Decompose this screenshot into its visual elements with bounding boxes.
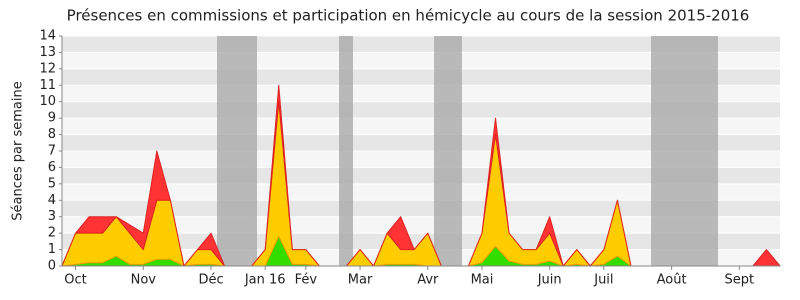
y-tick-label: 9 (48, 111, 56, 126)
recess-bands (217, 36, 718, 266)
x-tick-label: Déc (198, 273, 223, 288)
y-tick-label: 0 (48, 259, 56, 274)
y-tick-label: 7 (48, 144, 56, 159)
recess-band (651, 36, 718, 266)
recess-band (434, 36, 462, 266)
x-tick-label: Oct (64, 273, 86, 288)
y-tick-label: 4 (48, 193, 56, 208)
x-tick-label: Jan 16 (244, 273, 286, 288)
y-tick-label: 12 (39, 61, 56, 76)
y-tick-label: 1 (48, 242, 56, 257)
recess-band (339, 36, 353, 266)
y-tick-label: 13 (39, 45, 56, 60)
x-tick-label: Sept (725, 273, 755, 288)
x-tick-label: Juin (537, 273, 562, 288)
y-tick-label: 5 (48, 176, 56, 191)
x-tick-label: Avr (417, 273, 439, 288)
y-axis-label: Séances par semaine (11, 81, 26, 220)
x-tick-label: Nov (131, 273, 157, 288)
y-tick-label: 8 (48, 127, 56, 142)
x-tick-label: Août (657, 273, 687, 288)
y-tick-label: 14 (39, 29, 56, 44)
recess-band (217, 36, 257, 266)
y-tick-label: 10 (39, 94, 56, 109)
x-tick-label: Mar (348, 273, 373, 288)
y-tick-label: 11 (39, 78, 56, 93)
y-tick-label: 3 (48, 209, 56, 224)
x-tick-label: Mai (471, 273, 494, 288)
x-tick-label: Juil (593, 273, 613, 288)
y-tick-label: 2 (48, 226, 56, 241)
chart-title: Présences en commissions et participatio… (67, 7, 750, 25)
y-tick-label: 6 (48, 160, 56, 175)
x-tick-label: Fév (295, 273, 318, 288)
